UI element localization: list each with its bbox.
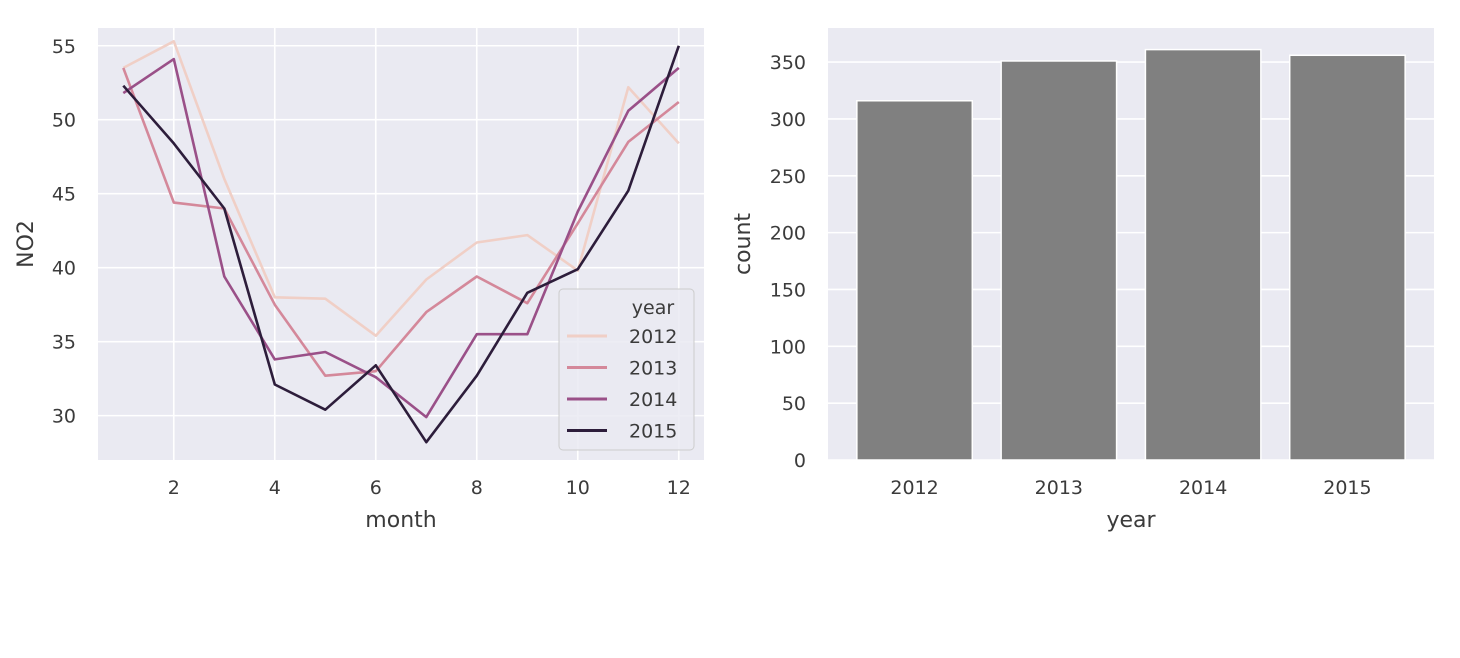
line-chart-legend: year 2012 2013 2014 2015 xyxy=(558,288,695,451)
bar-chart-x-tick-label: 2012 xyxy=(890,477,938,499)
line-chart-y-tick-label: 50 xyxy=(52,110,76,132)
bar-chart-bars xyxy=(856,48,1406,461)
line-chart-x-tick-label: 4 xyxy=(269,477,281,499)
bar-chart-x-tick-label: 2013 xyxy=(1035,477,1083,499)
bar-chart-y-tick-label: 150 xyxy=(770,279,806,301)
bar-chart-x-tick-label: 2015 xyxy=(1323,477,1371,499)
line-chart-y-tick-labels: 30 35 40 45 50 55 xyxy=(52,36,76,428)
bar-chart-y-tick-label: 200 xyxy=(770,223,806,245)
series-line-2013 xyxy=(122,67,680,378)
line-chart-y-tick-label: 40 xyxy=(52,258,76,280)
line-chart-x-tick-label: 2 xyxy=(168,477,180,499)
bar-2013 xyxy=(1000,60,1118,461)
line-chart-series-group xyxy=(122,39,681,444)
line-chart-y-tick-label: 45 xyxy=(52,184,76,206)
bar-2014 xyxy=(1144,48,1262,461)
bar-chart-x-axis-label: year xyxy=(1106,508,1156,533)
line-chart-x-tick-label: 6 xyxy=(370,477,382,499)
bar-2012 xyxy=(856,100,974,461)
line-chart-y-tick-label: 30 xyxy=(52,406,76,428)
legend-title: year xyxy=(632,297,675,319)
legend-label-2015: 2015 xyxy=(629,421,677,443)
bar-chart-y-tick-label: 250 xyxy=(770,166,806,188)
line-chart-y-axis-label: NO2 xyxy=(14,220,39,268)
bar-2015 xyxy=(1288,54,1406,461)
line-chart-x-tick-label: 8 xyxy=(471,477,483,499)
bar-chart-y-tick-label: 350 xyxy=(770,52,806,74)
legend-label-2014: 2014 xyxy=(629,389,677,411)
bar-chart-panel: 2012 2013 2014 2015 0 50 100 150 200 250 300 350 y… xyxy=(731,28,1434,533)
line-chart-y-tick-label: 35 xyxy=(52,332,76,354)
series-line-2015 xyxy=(122,45,681,444)
legend-label-2012: 2012 xyxy=(629,326,677,348)
bar-chart-y-tick-label: 300 xyxy=(770,109,806,131)
line-chart-x-tick-labels: 2 4 6 8 10 12 xyxy=(168,477,691,499)
bar-chart-x-tick-labels: 2012 2013 2014 2015 xyxy=(890,477,1371,499)
bar-chart-y-tick-label: 100 xyxy=(770,336,806,358)
bar-chart-y-tick-labels: 0 50 100 150 200 250 300 350 xyxy=(770,52,806,472)
line-chart-x-axis-label: month xyxy=(365,508,436,533)
line-chart-panel: 2 4 6 8 10 12 30 35 40 45 50 55 month NO2 year 201… xyxy=(14,28,704,533)
line-chart-x-tick-label: 10 xyxy=(566,477,590,499)
bar-chart-y-tick-label: 0 xyxy=(794,450,806,472)
bar-chart-y-tick-label: 50 xyxy=(782,393,806,415)
legend-items: 2012 2013 2014 2015 xyxy=(567,326,677,443)
series-line-2014 xyxy=(122,57,680,419)
line-chart-x-tick-label: 12 xyxy=(667,477,691,499)
legend-box xyxy=(558,288,695,451)
bar-chart-x-tick-label: 2014 xyxy=(1179,477,1227,499)
line-chart-y-tick-label: 55 xyxy=(52,36,76,58)
legend-label-2013: 2013 xyxy=(629,358,677,380)
series-line-2012 xyxy=(122,39,680,338)
bar-chart-y-axis-label: count xyxy=(731,213,756,275)
